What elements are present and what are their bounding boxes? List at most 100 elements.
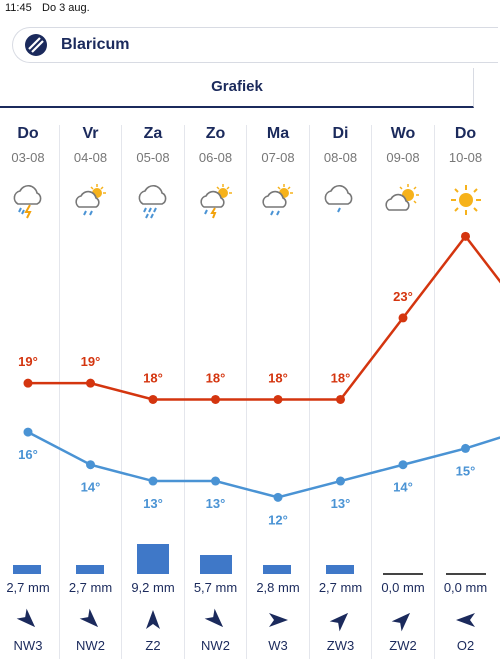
- heavy-rain-icon: [138, 185, 167, 219]
- rain-amount: 0,0 mm: [381, 580, 425, 595]
- wind-direction: NW3: [13, 638, 43, 653]
- day-name: Za: [143, 125, 163, 142]
- location-selector[interactable]: Blaricum: [12, 27, 498, 63]
- max-temp-point: [211, 394, 220, 404]
- partly-sunny-rain-icon: [74, 184, 106, 216]
- rain-bar-area: [0, 518, 59, 574]
- wind-arrow-icon: [455, 613, 475, 627]
- day-name: Zo: [205, 125, 226, 142]
- max-temp-label: 18°: [331, 370, 351, 385]
- rain-amount: 5,7 mm: [193, 580, 238, 595]
- rain-bar: [199, 555, 232, 574]
- max-temp-point: [148, 394, 158, 404]
- max-temp-point: [336, 394, 345, 404]
- wind-direction: W3: [268, 638, 288, 653]
- min-temp-label: 15°: [456, 463, 476, 478]
- min-temp-point: [273, 492, 283, 502]
- rain-bar-area: [247, 518, 309, 574]
- rain-bar-area: [60, 518, 122, 574]
- max-temp-label: 19°: [81, 354, 101, 369]
- rain-amount: 2,8 mm: [256, 580, 300, 595]
- day-column[interactable]: Do 03-08 2,7 mm NW3: [0, 118, 59, 659]
- partly-sunny-rain-icon: [262, 184, 293, 216]
- day-column[interactable]: Di 08-08 2,7 mm ZW3: [310, 118, 372, 659]
- day-column[interactable]: Zo 06-08 5,7 mm NW2: [185, 118, 247, 659]
- status-time: 11:45: [5, 2, 32, 14]
- day-date: 04-08: [73, 150, 108, 165]
- rain-amount: 2,7 mm: [68, 580, 113, 595]
- rain-bar: [13, 565, 41, 574]
- min-temp-point: [148, 476, 158, 486]
- column-divider: [433, 125, 435, 659]
- rain-zero-line: [445, 573, 486, 575]
- min-temp-point: [336, 476, 345, 486]
- min-temp-label: 12°: [268, 512, 288, 527]
- column-divider: [183, 125, 185, 659]
- max-temp-label: 18°: [206, 370, 226, 385]
- rain-bar: [325, 565, 354, 574]
- rain-amount: 0,0 mm: [443, 580, 488, 595]
- wind-arrow-icon: [79, 608, 98, 628]
- min-temp-label: 13°: [206, 496, 226, 511]
- day-column[interactable]: Vr 04-08 2,7 mm NW2: [60, 118, 122, 659]
- max-temp-label: 18°: [143, 370, 163, 385]
- max-temp-point: [461, 231, 470, 241]
- day-name: Di: [332, 125, 349, 142]
- column-divider: [58, 125, 60, 659]
- wind-direction: O2: [456, 638, 475, 653]
- day-date: 08-08: [323, 150, 358, 165]
- max-temp-label: 19°: [18, 354, 38, 369]
- rain-amount: 9,2 mm: [131, 580, 175, 595]
- status-bar: 11:45 Do 3 aug.: [0, 0, 500, 18]
- tab-bar: Grafiek: [0, 68, 474, 108]
- day-name: Ma: [266, 125, 290, 142]
- temperature-chart: 19° 19° 18° 18° 18° 18° 23° 28° 16° 14° 13° 13° 12° 1…: [18, 220, 500, 527]
- day-date: 07-08: [261, 150, 295, 165]
- day-date: 05-08: [136, 150, 170, 165]
- min-temp-label: 13°: [143, 496, 163, 511]
- day-column[interactable]: Wo 09-08 0,0 mm ZW2: [372, 118, 434, 659]
- wind-arrow-icon: [146, 610, 160, 629]
- sun-icon: [450, 185, 481, 215]
- day-column[interactable]: Do 10-08 0,0 mm O2: [435, 118, 497, 659]
- rain-bar-area: [122, 518, 184, 574]
- wind-arrow-icon: [269, 613, 288, 627]
- max-temp-line: [28, 234, 500, 401]
- max-temp-point: [86, 378, 95, 388]
- max-temp-point: [398, 313, 408, 323]
- location-name: Blaricum: [61, 36, 130, 53]
- max-temp-label: 18°: [268, 370, 288, 385]
- sun-thunder-rain-icon: [199, 184, 232, 219]
- wind-arrow-icon: [391, 612, 411, 632]
- rain-bar: [75, 565, 104, 574]
- thunder-rain-icon: [13, 185, 42, 219]
- wind-direction: Z2: [145, 638, 161, 653]
- min-temp-point: [398, 460, 408, 470]
- wind-direction: ZW2: [389, 638, 417, 653]
- partly-cloudy-icon: [385, 184, 419, 211]
- wind-direction: ZW3: [326, 638, 355, 653]
- tab-grafiek[interactable]: Grafiek: [211, 78, 263, 95]
- column-divider: [308, 125, 310, 659]
- wind-direction: NW2: [201, 638, 230, 653]
- min-temp-point: [23, 427, 33, 437]
- day-name: Vr: [82, 125, 99, 142]
- rain-zero-line: [383, 573, 423, 575]
- min-temp-label: 14°: [393, 480, 413, 495]
- min-temp-label: 14°: [81, 480, 101, 495]
- min-temp-label: 16°: [18, 447, 38, 462]
- wind-arrow-icon: [329, 612, 348, 632]
- rain-bar-area: [185, 518, 247, 574]
- rain-bar-area: [310, 518, 372, 574]
- min-temp-label: 13°: [331, 496, 351, 511]
- max-temp-label: 28°: [456, 220, 476, 222]
- day-date: 06-08: [198, 150, 233, 165]
- day-date: 09-08: [386, 150, 420, 165]
- rain-amount: 2,7 mm: [6, 580, 50, 595]
- wind-arrow-icon: [16, 608, 36, 628]
- day-column[interactable]: Za 05-08 9,2 mm Z2: [122, 118, 184, 659]
- day-column[interactable]: Ma 07-08 2,8 mm W3: [247, 118, 309, 659]
- weather-logo-icon: [25, 34, 47, 56]
- max-temp-point: [23, 378, 33, 388]
- max-temp-point: [273, 394, 283, 404]
